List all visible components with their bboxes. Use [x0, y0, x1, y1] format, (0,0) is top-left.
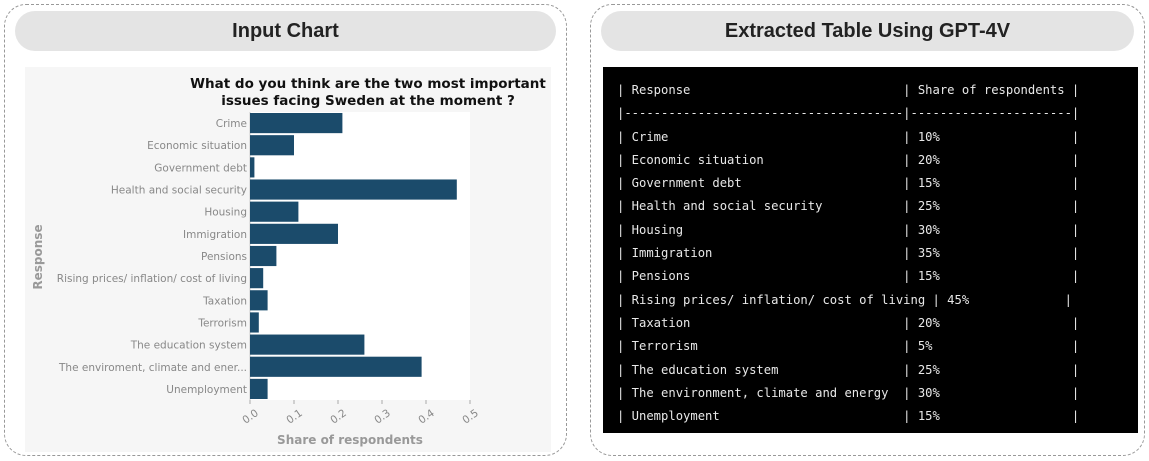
- y-axis-label: Response: [31, 224, 45, 289]
- table-line: | Response | Share of respondents |: [617, 83, 1080, 97]
- y-tick-label: Rising prices/ inflation/ cost of living: [57, 273, 247, 285]
- y-tick-label: Pensions: [201, 251, 247, 263]
- y-tick-label: Taxation: [202, 295, 247, 307]
- table-line: | Unemployment | 15% |: [617, 409, 1080, 424]
- y-tick-label: The education system: [130, 340, 247, 352]
- chart-title: issues facing Sweden at the moment ?: [221, 93, 515, 109]
- table-line: | Immigration | 35% |: [617, 246, 1080, 261]
- extracted-table-panel: Extracted Table Using GPT-4V | Response …: [590, 4, 1145, 456]
- bar: [250, 179, 457, 200]
- bar: [250, 201, 299, 222]
- chart-area: What do you think are the two most impor…: [25, 67, 551, 452]
- y-tick-label: Economic situation: [147, 140, 247, 152]
- x-axis-label: Share of respondents: [277, 433, 423, 447]
- table-line: | Rising prices/ inflation/ cost of livi…: [617, 292, 1072, 307]
- input-chart-panel: Input Chart What do you think are the tw…: [4, 4, 567, 456]
- table-line: | The environment, climate and energy | …: [617, 385, 1080, 400]
- x-tick-label: 0.1: [284, 407, 305, 426]
- bar-chart: What do you think are the two most impor…: [31, 76, 546, 447]
- bar: [250, 223, 338, 244]
- table-line: | Government debt | 15% |: [617, 176, 1080, 191]
- x-tick-label: 0.2: [328, 407, 349, 426]
- x-tick-label: 0.5: [460, 407, 481, 426]
- table-line: | Economic situation | 20% |: [617, 152, 1080, 167]
- bar: [250, 356, 422, 377]
- bar: [250, 157, 255, 178]
- y-tick-label: Immigration: [183, 229, 247, 241]
- bar: [250, 290, 268, 311]
- bar: [250, 378, 268, 399]
- bar: [250, 268, 264, 289]
- table-line: | Housing | 30% |: [617, 222, 1080, 237]
- x-tick-label: 0.0: [240, 407, 261, 426]
- extracted-table-header: Extracted Table Using GPT-4V: [601, 11, 1134, 51]
- table-line: | Terrorism | 5% |: [617, 339, 1080, 354]
- y-tick-label: The enviroment, climate and ener...: [58, 362, 247, 374]
- table-line: | Health and social security | 25% |: [617, 199, 1080, 214]
- bar: [250, 312, 259, 333]
- bar: [250, 334, 365, 355]
- x-tick-label: 0.3: [372, 407, 393, 426]
- table-line: |--------------------------------------|…: [617, 106, 1080, 121]
- table-line: | Crime | 10% |: [617, 129, 1080, 144]
- chart-title: What do you think are the two most impor…: [190, 76, 546, 92]
- bar: [250, 135, 294, 156]
- y-tick-label: Unemployment: [166, 384, 247, 396]
- extracted-table-terminal: | Response | Share of respondents | |----…: [603, 67, 1138, 433]
- table-line: | Taxation | 20% |: [617, 315, 1080, 330]
- y-tick-label: Crime: [216, 118, 247, 130]
- bar: [250, 245, 277, 267]
- y-tick-label: Housing: [204, 207, 247, 219]
- table-line: | Pensions | 15% |: [617, 269, 1080, 284]
- y-tick-label: Government debt: [154, 162, 247, 174]
- table-line: | The education system | 25% |: [617, 362, 1080, 377]
- y-tick-label: Health and social security: [111, 185, 247, 197]
- y-tick-label: Terrorism: [197, 317, 247, 329]
- x-tick-label: 0.4: [416, 407, 437, 427]
- bar: [250, 113, 343, 134]
- input-chart-header: Input Chart: [15, 11, 556, 51]
